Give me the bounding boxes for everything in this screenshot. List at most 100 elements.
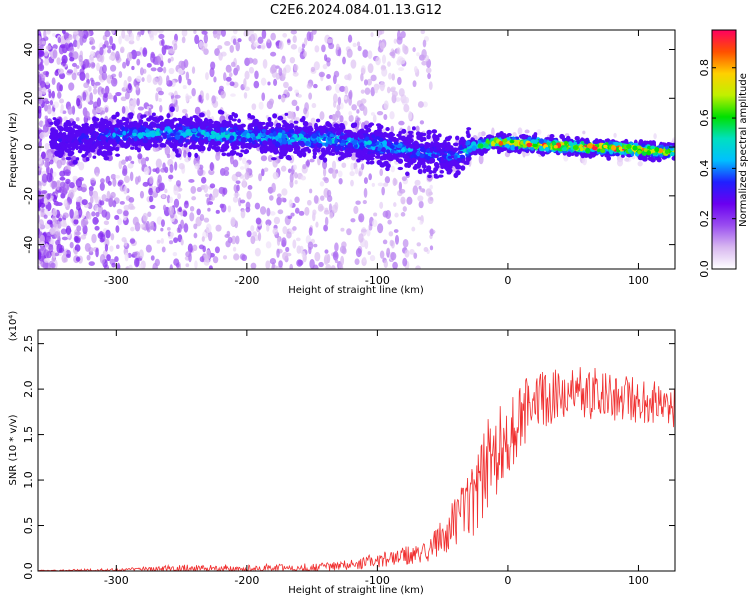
spectrogram-noise-cell bbox=[76, 39, 81, 50]
spectrogram-noise-cell bbox=[164, 188, 168, 194]
spectrogram-noise-cell bbox=[152, 30, 158, 36]
spectrogram-noise-cell bbox=[187, 243, 193, 254]
spectrogram-noise-cell bbox=[328, 203, 333, 212]
spectrogram-ridge-cell bbox=[233, 125, 238, 132]
spectrogram-ridge-cell bbox=[338, 127, 344, 133]
spectrogram-noise-cell bbox=[228, 72, 233, 78]
spectrogram-ridge-cell bbox=[49, 121, 54, 126]
spectrogram-noise-cell bbox=[362, 200, 367, 205]
spectrogram-noise-cell bbox=[243, 78, 247, 89]
spectrogram-noise-cell bbox=[108, 95, 115, 100]
spectrogram-noise-cell bbox=[268, 98, 275, 106]
spectrogram-ridge-cell bbox=[167, 128, 173, 132]
spectrogram-noise-cell bbox=[124, 34, 130, 42]
spectrogram-noise-cell bbox=[392, 177, 397, 187]
spectrogram-noise-cell bbox=[227, 205, 232, 213]
spectrogram-ridge-cell bbox=[574, 135, 580, 141]
spectrogram-noise-cell bbox=[366, 228, 371, 237]
spectrogram-noise-cell bbox=[63, 199, 68, 208]
spectrogram-noise-cell bbox=[81, 220, 89, 225]
spectrogram-noise-cell bbox=[53, 101, 59, 109]
spectrogram-ridge-cell bbox=[249, 125, 253, 131]
spectrogram-noise-cell bbox=[307, 241, 314, 251]
spectrogram-noise-cell bbox=[280, 165, 287, 172]
spectrogram-ridge-cell bbox=[64, 148, 69, 152]
spectrogram-ridge-cell bbox=[155, 131, 160, 136]
spectrogram-noise-cell bbox=[408, 110, 413, 121]
spectrogram-noise-cell bbox=[356, 109, 360, 114]
spectrogram-noise-cell bbox=[396, 47, 401, 55]
spectrogram-noise-cell bbox=[412, 185, 419, 196]
spectrogram-noise-cell bbox=[290, 212, 295, 217]
spectrogram-noise-cell bbox=[130, 205, 136, 210]
spectrogram-noise-cell bbox=[136, 58, 141, 66]
spectrogram-noise-cell bbox=[229, 81, 235, 87]
spectrogram-noise-cell bbox=[79, 35, 84, 46]
spectrogram-noise-cell bbox=[300, 175, 306, 181]
spectrogram-ridge-cell bbox=[338, 151, 345, 156]
spectrogram-noise-cell bbox=[314, 251, 321, 262]
spectrogram-noise-cell bbox=[87, 151, 92, 159]
spectrogram-noise-cell bbox=[114, 214, 120, 220]
spectrogram-noise-cell bbox=[339, 245, 347, 254]
spectrogram-ridge-cell bbox=[540, 150, 546, 157]
spectrogram-noise-cell bbox=[413, 252, 418, 259]
spectrogram-noise-cell bbox=[323, 177, 329, 184]
spectrogram-noise-cell bbox=[262, 59, 268, 69]
spectrogram-noise-cell bbox=[417, 216, 421, 221]
spectrogram-ridge bbox=[48, 106, 675, 179]
spectrogram-noise-cell bbox=[222, 255, 228, 260]
spectrogram-noise-cell bbox=[169, 264, 173, 269]
spectrogram-noise-cell bbox=[383, 260, 388, 268]
spectrogram-ridge-cell bbox=[369, 160, 375, 164]
spectrogram-noise-cell bbox=[276, 248, 280, 258]
spectrogram-noise-cell bbox=[160, 60, 164, 68]
spectrogram-ridge-cell bbox=[198, 112, 205, 118]
spectrogram-ridge-cell bbox=[315, 118, 321, 123]
spectrogram-noise-cell bbox=[108, 197, 113, 208]
spectrogram-noise-cell bbox=[132, 216, 139, 226]
spectrogram-noise-cell bbox=[201, 236, 205, 242]
spectrogram-noise-cell bbox=[303, 50, 307, 58]
spectrogram-noise-cell bbox=[69, 241, 74, 249]
spectrogram-noise-cell bbox=[89, 36, 95, 42]
spectrogram-noise-cell bbox=[40, 246, 47, 256]
spectrogram-noise-cell bbox=[160, 219, 165, 227]
spectrogram-noise-cell bbox=[44, 142, 50, 151]
spectrogram-noise-cell bbox=[250, 235, 256, 245]
spectrogram-noise-cell bbox=[232, 196, 239, 203]
spectrogram-noise-cell bbox=[209, 183, 216, 189]
spectrogram-noise-cell bbox=[38, 91, 43, 99]
spectrogram-noise-cell bbox=[361, 163, 365, 170]
spectrogram-noise-cell bbox=[429, 184, 433, 190]
spectrogram-noise-cell bbox=[84, 110, 90, 119]
spectrogram-ridge-cell bbox=[626, 153, 631, 158]
spectrogram-noise-cell bbox=[323, 54, 328, 62]
spectrogram-noise-cell bbox=[156, 239, 161, 244]
spectrogram-noise-cell bbox=[157, 90, 164, 96]
spectrogram-noise-cell bbox=[315, 221, 319, 228]
spectrogram-noise-cell bbox=[152, 262, 158, 269]
spectrogram-noise-cell bbox=[258, 101, 264, 110]
spectrogram-noise-cell bbox=[289, 179, 294, 188]
spectrogram-noise-cell bbox=[422, 39, 427, 48]
spectrogram-noise-cell bbox=[321, 44, 326, 53]
spectrogram-noise-cell bbox=[276, 193, 282, 198]
spectrogram-noise-cell bbox=[420, 30, 426, 35]
spectrogram-noise-cell bbox=[57, 68, 64, 75]
spectrogram-noise-cell bbox=[62, 58, 67, 67]
spectrogram-noise-cell bbox=[383, 114, 388, 121]
spectrogram-noise-cell bbox=[273, 78, 278, 86]
spectrogram-noise-cell bbox=[230, 61, 236, 68]
spectrogram-noise-cell bbox=[139, 223, 145, 228]
spectrogram-ridge-cell bbox=[334, 139, 339, 144]
spectrogram-noise-cell bbox=[360, 67, 366, 75]
spectrogram-noise-cell bbox=[76, 225, 82, 232]
spectrogram-noise-cell bbox=[207, 231, 213, 242]
spectrogram-noise-cell bbox=[59, 176, 66, 181]
spectrogram-noise-cell bbox=[47, 151, 54, 161]
spectrogram-noise-cell bbox=[203, 217, 210, 223]
spectrogram-noise-cell bbox=[387, 61, 391, 67]
spectrogram-noise-cell bbox=[38, 140, 42, 148]
spectrogram-noise-cell bbox=[123, 175, 130, 184]
